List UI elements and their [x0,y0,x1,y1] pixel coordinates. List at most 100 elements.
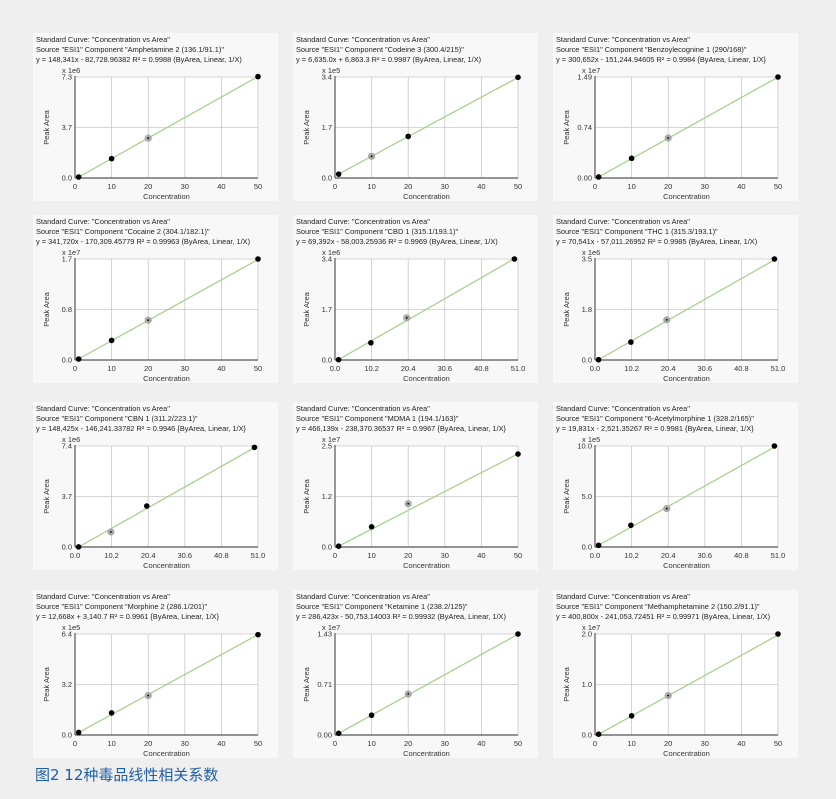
x-tick-label: 0.0 [590,364,600,373]
chart-header: Standard Curve: "Concentration vs Area" S… [296,217,498,247]
x-tick-label: 20 [664,739,672,748]
data-point [255,73,261,80]
data-point [75,544,82,550]
chart-title: Standard Curve: "Concentration vs Area" [556,217,690,226]
y-tick-label: 0.8 [62,305,72,314]
x-tick-label: 10 [627,739,635,748]
data-point [368,339,374,346]
y-axis-label: Peak Area [302,478,311,513]
x-tick-label: 10.2 [624,364,639,373]
axis-multiplier: x 1e6 [582,248,600,257]
x-tick-label: 40.8 [734,551,749,560]
x-tick-label: 20.4 [141,551,156,560]
data-point [108,710,115,716]
axis-multiplier: x 1e5 [322,66,340,75]
y-tick-label: 0.0 [322,356,332,365]
x-axis-label: Concentration [143,561,190,570]
excluded-data-point-center [147,137,150,140]
y-tick-label: 1.2 [322,492,332,501]
y-axis-label: Peak Area [562,666,571,701]
data-point [335,171,342,177]
data-point [515,631,521,637]
x-tick-label: 50 [254,364,262,373]
x-tick-label: 30.6 [177,551,192,560]
excluded-data-point-center [407,693,410,695]
chart-title: Standard Curve: "Concentration vs Area" [296,592,430,601]
x-tick-label: 30 [181,364,189,373]
fit-line [598,634,779,735]
fit-line [338,633,519,734]
y-axis-label: Peak Area [302,109,311,144]
data-point [595,174,602,180]
x-tick-label: 10.2 [364,364,379,373]
y-axis-label: Peak Area [42,291,51,326]
data-point [771,256,778,262]
y-tick-label: 0.0 [322,543,332,552]
x-tick-label: 0 [333,182,337,191]
excluded-data-point-center [665,318,668,321]
chart-equation: y = 12,668x + 3,140.7 R² = 0.9961 {ByAre… [36,612,220,621]
data-point [628,339,634,345]
chart-title: Standard Curve: "Concentration vs Area" [296,35,430,44]
standard-curve-chart: 0.0 10.2 20.4 30.6 40.8 51.0 0.0 1.8 3.5x 1e6 Pea… [562,248,785,383]
fit-line [78,258,259,360]
data-point [595,731,602,737]
data-point [251,444,258,451]
y-axis-label: Peak Area [302,666,311,701]
x-tick-label: 0 [73,739,77,748]
y-tick-label: 1.7 [322,305,332,314]
chart-header: Standard Curve: "Concentration vs Area" S… [36,35,242,65]
x-tick-label: 10 [367,182,375,191]
y-tick-label: 0.71 [317,680,332,689]
standard-curve-chart: 0.0 10.2 20.4 30.6 40.8 51.0 0.0 1.7 3.4x 1e6 Pea… [302,248,525,383]
chart-subtitle: Source "ESI1" Component "CBN 1 (311.2/22… [36,414,198,423]
axis-multiplier: x 1e6 [62,435,80,444]
chart-title: Standard Curve: "Concentration vs Area" [36,35,170,44]
x-tick-label: 40 [737,739,745,748]
chart-header: Standard Curve: "Concentration vs Area" S… [36,592,219,622]
x-tick-label: 10 [107,364,115,373]
x-tick-label: 40 [477,551,485,560]
x-axis-label: Concentration [143,374,190,383]
standard-curve-panel: 0 10 20 30 40 50 0.0 1.7 3.4 x 1e5 Peak Area Concen… [293,33,538,201]
chart-subtitle: Source "ESI1" Component "CBD 1 (315.1/19… [296,227,459,236]
x-axis-label: Concentration [403,374,450,383]
y-tick-label: 1.49 [577,73,592,82]
axis-multiplier: x 1e7 [62,248,80,257]
standard-curve-panel: 0 10 20 30 40 50 0.00 0.74 1.49 x 1e7 Peak Area Con… [553,33,798,201]
standard-curve-chart: 0 10 20 30 40 50 0.00 0.74 1.49x 1e7 Peak Area Con… [562,66,782,201]
data-point [255,256,261,262]
x-tick-label: 20 [664,182,672,191]
y-tick-label: 0.0 [582,356,592,365]
x-tick-label: 10.2 [624,551,639,560]
standard-curve-chart: 0.0 10.2 20.4 30.6 40.8 51.0 0.0 3.7 7.4x 1e6 Pea… [42,435,265,570]
standard-curve-panel: 0 10 20 30 40 50 0.0 3.2 6.4 x 1e5 Peak Area Concen… [33,590,278,758]
x-tick-label: 40.8 [734,364,749,373]
y-axis-label: Peak Area [562,291,571,326]
x-tick-label: 0.0 [70,551,80,560]
y-tick-label: 0.0 [62,174,72,183]
chart-subtitle: Source "ESI1" Component "Ketamine 1 (238… [296,602,468,611]
chart-subtitle: Source "ESI1" Component "Methamphetamine… [556,602,760,611]
x-tick-label: 40.8 [474,364,489,373]
chart-header: Standard Curve: "Concentration vs Area" S… [36,217,250,247]
data-point [515,451,521,457]
standard-curve-chart: 0 10 20 30 40 50 0.0 1.7 3.4x 1e5 Peak Area Concen… [302,66,522,201]
chart-equation: y = 19,831x - 2,521.35267 R² = 0.9981 {B… [556,424,754,433]
chart-equation: y = 6,635.0x + 6,863.3 R² = 0.9987 (ByAr… [296,55,482,64]
chart-subtitle: Source "ESI1" Component "Cocaine 2 (304.… [36,227,210,236]
y-tick-label: 5.0 [582,492,592,501]
x-axis-label: Concentration [663,192,710,201]
x-tick-label: 51.0 [771,551,786,560]
standard-curve-panel: 0 10 20 30 40 50 0.00 0.71 1.43 x 1e7 Peak Area Con… [293,590,538,758]
y-tick-label: 0.00 [577,174,592,183]
x-tick-label: 10.2 [104,551,119,560]
x-tick-label: 30.6 [697,364,712,373]
chart-subtitle: Source "ESI1" Component "6-Acetylmorphin… [556,414,754,423]
x-tick-label: 10 [367,551,375,560]
chart-subtitle: Source "ESI1" Component "Benzoylecognine… [556,45,747,54]
chart-title: Standard Curve: "Concentration vs Area" [556,592,690,601]
excluded-data-point-center [667,137,670,139]
x-tick-label: 50 [254,739,262,748]
axis-multiplier: x 1e6 [322,248,340,257]
